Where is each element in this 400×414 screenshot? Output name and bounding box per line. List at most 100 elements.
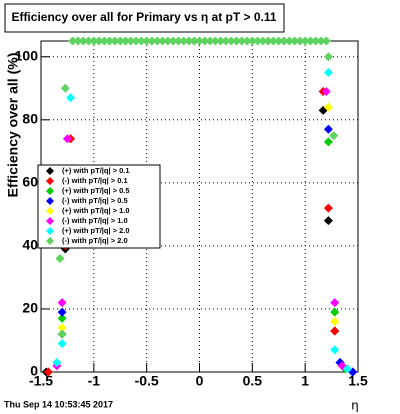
legend-marker	[46, 217, 54, 225]
data-point	[329, 131, 339, 141]
data-point	[62, 134, 72, 144]
data-point	[221, 36, 231, 46]
data-point	[136, 36, 146, 46]
data-point	[158, 36, 168, 46]
data-point	[142, 36, 152, 46]
data-point	[279, 36, 289, 46]
data-point	[55, 254, 65, 264]
data-point	[321, 36, 331, 46]
data-point	[121, 36, 131, 46]
data-point	[84, 36, 94, 46]
data-point	[305, 36, 315, 46]
data-point	[323, 137, 333, 147]
data-point	[258, 36, 268, 46]
data-point	[321, 86, 331, 96]
data-point	[184, 36, 194, 46]
y-tick-label: 20	[22, 300, 38, 316]
data-point	[268, 36, 278, 46]
data-point	[43, 367, 53, 377]
data-point	[189, 36, 199, 46]
data-point	[342, 364, 352, 374]
data-point	[216, 36, 226, 46]
data-point	[263, 36, 273, 46]
data-point	[131, 36, 141, 46]
data-point	[323, 68, 333, 78]
legend-marker	[46, 237, 54, 245]
data-point	[226, 36, 236, 46]
legend-marker	[46, 167, 54, 175]
data-point	[147, 36, 157, 46]
legend-marker	[46, 187, 54, 195]
x-tick-label: -1.5	[29, 373, 53, 389]
data-point	[323, 102, 333, 112]
data-point	[52, 358, 62, 368]
data-point	[57, 323, 67, 333]
y-tick-label: 100	[15, 47, 39, 63]
y-axis-label: Efficiency over all (%)	[5, 53, 21, 198]
legend-label: (+) with pT/|q| > 0.5	[62, 186, 130, 195]
data-point	[330, 317, 340, 327]
data-point	[105, 36, 115, 46]
data-point	[330, 326, 340, 336]
data-point	[57, 307, 67, 317]
data-point	[78, 36, 88, 46]
legend-box	[37, 164, 161, 249]
data-point	[316, 36, 326, 46]
data-point	[60, 83, 70, 93]
data-point	[179, 36, 189, 46]
data-point	[99, 36, 109, 46]
x-tick-label: 1	[301, 373, 309, 389]
title-box	[4, 3, 285, 33]
data-point	[115, 36, 125, 46]
data-point	[73, 36, 83, 46]
x-tick-label: 0	[196, 373, 204, 389]
legend-marker	[46, 227, 54, 235]
x-tick-label: -1	[88, 373, 101, 389]
data-point	[94, 36, 104, 46]
legend-label: (-) with pT/|q| > 2.0	[62, 236, 128, 245]
data-point	[200, 36, 210, 46]
data-point	[210, 36, 220, 46]
data-point	[295, 36, 305, 46]
data-point	[237, 36, 247, 46]
y-tick-label: 60	[22, 174, 38, 190]
data-point	[57, 313, 67, 323]
data-point	[89, 36, 99, 46]
data-point	[66, 93, 76, 103]
legend-marker	[46, 207, 54, 215]
data-point	[330, 307, 340, 317]
legend-label: (+) with pT/|q| > 1.0	[62, 206, 130, 215]
data-point	[57, 339, 67, 349]
data-point	[163, 36, 173, 46]
data-point	[57, 329, 67, 339]
legend-marker	[46, 197, 54, 205]
legend-label: (-) with pT/|q| > 0.5	[62, 196, 128, 205]
legend-label: (+) with pT/|q| > 2.0	[62, 226, 130, 235]
x-tick-label: 1.5	[348, 373, 368, 389]
data-point	[330, 298, 340, 308]
data-point	[168, 36, 178, 46]
y-tick-label: 80	[22, 111, 38, 127]
data-point	[205, 36, 215, 46]
data-point	[311, 36, 321, 46]
data-point	[173, 36, 183, 46]
data-point	[253, 36, 263, 46]
data-point	[68, 36, 78, 46]
data-point	[300, 36, 310, 46]
data-point	[284, 36, 294, 46]
y-tick-label: 40	[22, 237, 38, 253]
data-point	[323, 216, 333, 226]
x-tick-label: -0.5	[135, 373, 159, 389]
y-tick-label: 0	[30, 363, 38, 379]
footer: Thu Sep 14 10:53:45 2017	[4, 399, 113, 409]
chart-title: Efficiency over all for Primary vs η at …	[11, 10, 276, 24]
legend-label: (+) with pT/|q| > 0.1	[62, 166, 130, 175]
data-point	[57, 298, 67, 308]
data-point	[247, 36, 257, 46]
data-point	[231, 36, 241, 46]
data-point	[110, 36, 120, 46]
x-axis-label: η	[351, 397, 358, 412]
data-point	[274, 36, 284, 46]
